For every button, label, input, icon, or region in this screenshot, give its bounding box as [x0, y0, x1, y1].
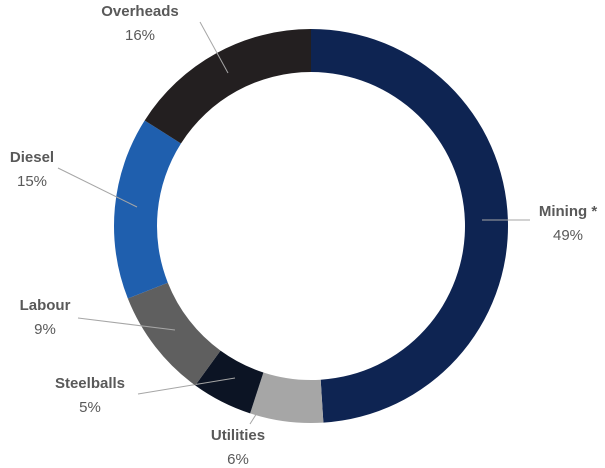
slice-value: 9% — [34, 321, 56, 338]
slice — [311, 29, 508, 423]
leader-line — [199, 21, 229, 74]
slice — [195, 350, 264, 414]
slice-name: Steelballs — [55, 375, 125, 392]
slice — [127, 282, 221, 386]
slice-name: Utilities — [211, 427, 265, 444]
slice-value: 16% — [125, 27, 155, 44]
slice-name: Mining * — [539, 203, 597, 220]
leader-line — [77, 317, 176, 331]
slice-name: Overheads — [101, 3, 179, 20]
slice-value: 6% — [227, 451, 249, 468]
slice-name: Diesel — [10, 149, 54, 166]
leader-line — [137, 377, 236, 395]
slice — [114, 120, 181, 299]
slice-name: Labour — [20, 297, 71, 314]
slice-value: 49% — [553, 227, 583, 244]
slice — [250, 372, 324, 423]
leader-line — [249, 404, 263, 425]
leader-line — [57, 167, 138, 208]
slice-value: 5% — [79, 399, 101, 416]
slice-value: 15% — [17, 173, 47, 190]
slice — [144, 29, 311, 144]
